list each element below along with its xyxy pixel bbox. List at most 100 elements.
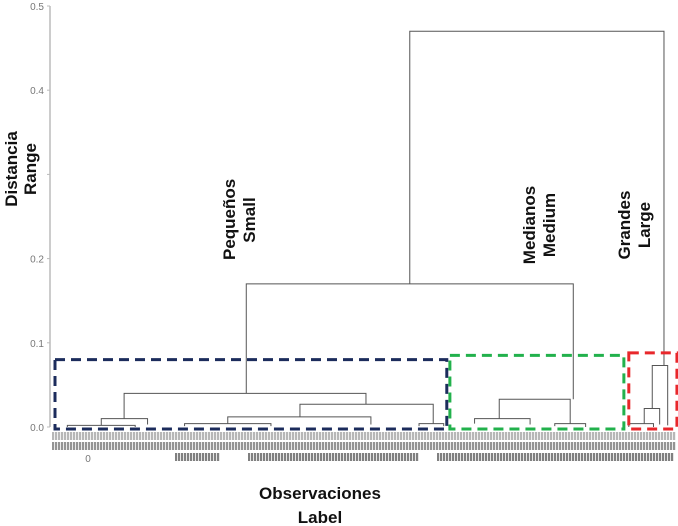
leaf-label-mark <box>604 432 607 440</box>
leaf-label-mark <box>622 432 625 440</box>
leaf-label-mark <box>196 442 199 450</box>
leaf-label-mark <box>445 432 448 440</box>
leaf-label-mark <box>457 432 460 440</box>
leaf-label-mark <box>154 442 157 450</box>
leaf-label-mark <box>598 432 601 440</box>
leaf-label-mark <box>499 432 502 440</box>
leaf-label-mark <box>406 432 409 440</box>
leaf-label-mark <box>376 442 379 450</box>
leaf-label-mark <box>160 442 163 450</box>
leaf-label-mark <box>653 453 656 461</box>
leaf-label-mark <box>302 453 305 461</box>
leaf-label-mark <box>472 442 475 450</box>
leaf-label-mark <box>389 453 392 461</box>
leaf-label-mark <box>208 453 211 461</box>
leaf-label-mark <box>479 453 482 461</box>
leaf-label-mark <box>205 432 208 440</box>
leaf-label-mark <box>295 442 298 450</box>
cluster-name-es: Grandes <box>615 190 634 260</box>
leaf-label-mark <box>490 442 493 450</box>
leaf-label-mark <box>581 453 584 461</box>
leaf-label-mark <box>571 432 574 440</box>
leaf-label-mark <box>436 432 439 440</box>
leaf-label-mark <box>478 442 481 450</box>
leaf-label-mark <box>82 442 85 450</box>
leaf-label-mark <box>181 442 184 450</box>
leaf-label-mark <box>151 442 154 450</box>
leaf-label-mark <box>317 453 320 461</box>
leaf-label-mark <box>500 453 503 461</box>
leaf-label-mark <box>293 453 296 461</box>
leaf-label-mark <box>254 453 257 461</box>
dendrogram-link <box>474 418 531 425</box>
leaf-label-mark <box>598 442 601 450</box>
leaf-label-mark <box>190 432 193 440</box>
leaf-label-mark <box>256 432 259 440</box>
cluster-box <box>627 351 678 431</box>
leaf-label-mark <box>371 453 374 461</box>
leaf-label-mark <box>644 453 647 461</box>
leaf-label-mark <box>583 432 586 440</box>
leaf-label-mark <box>359 453 362 461</box>
leaf-label-mark <box>481 442 484 450</box>
leaf-label-mark <box>304 442 307 450</box>
leaf-label-mark <box>190 442 193 450</box>
leaf-label-mark <box>514 432 517 440</box>
leaf-label-mark <box>58 442 61 450</box>
cluster-label-large: Grandes Large <box>615 190 655 260</box>
leaf-label-mark <box>560 453 563 461</box>
leaf-label-mark <box>290 453 293 461</box>
leaf-label-mark <box>514 442 517 450</box>
leaf-label-mark <box>520 442 523 450</box>
leaf-label-mark <box>385 432 388 440</box>
leaf-label-mark <box>515 453 518 461</box>
leaf-label-mark <box>265 432 268 440</box>
leaf-label-mark <box>460 442 463 450</box>
leaf-label-mark <box>622 442 625 450</box>
leaf-label-mark <box>181 453 184 461</box>
leaf-label-mark <box>91 432 94 440</box>
leaf-label-mark <box>343 442 346 450</box>
leaf-label-mark <box>271 432 274 440</box>
leaf-label-mark <box>673 442 676 450</box>
leaf-label-mark <box>505 432 508 440</box>
leaf-label-mark <box>100 442 103 450</box>
leaf-label-mark <box>415 442 418 450</box>
leaf-label-mark <box>518 453 521 461</box>
leaf-label-mark <box>362 453 365 461</box>
leaf-label-mark <box>139 432 142 440</box>
leaf-label-mark <box>97 442 100 450</box>
leaf-label-mark <box>388 432 391 440</box>
cluster-name-es: Medianos <box>520 185 539 265</box>
leaf-label-mark <box>325 432 328 440</box>
leaf-label-mark <box>544 442 547 450</box>
leaf-label-mark <box>316 442 319 450</box>
leaf-label-mark <box>637 442 640 450</box>
leaf-label-mark <box>451 442 454 450</box>
leaf-label-mark <box>281 453 284 461</box>
leaf-label-mark <box>517 432 520 440</box>
leaf-label-mark <box>524 453 527 461</box>
leaf-label-mark <box>446 453 449 461</box>
leaf-label-mark <box>97 432 100 440</box>
leaf-label-mark <box>289 442 292 450</box>
leaf-label-mark <box>545 453 548 461</box>
leaf-label-mark <box>466 442 469 450</box>
leaf-label-mark <box>319 432 322 440</box>
leaf-label-mark <box>340 442 343 450</box>
leaf-label-mark <box>319 442 322 450</box>
leaf-label-mark <box>142 442 145 450</box>
leaf-label-mark <box>574 432 577 440</box>
leaf-label-mark <box>541 442 544 450</box>
leaf-label-mark <box>310 442 313 450</box>
leaf-label-mark <box>356 453 359 461</box>
leaf-label-mark <box>565 442 568 450</box>
leaf-label-mark <box>370 432 373 440</box>
leaf-label-mark <box>298 442 301 450</box>
leaf-label-mark <box>473 453 476 461</box>
leaf-label-mark <box>253 432 256 440</box>
leaf-label-mark <box>433 442 436 450</box>
leaf-label-mark <box>575 453 578 461</box>
leaf-label-mark <box>541 432 544 440</box>
